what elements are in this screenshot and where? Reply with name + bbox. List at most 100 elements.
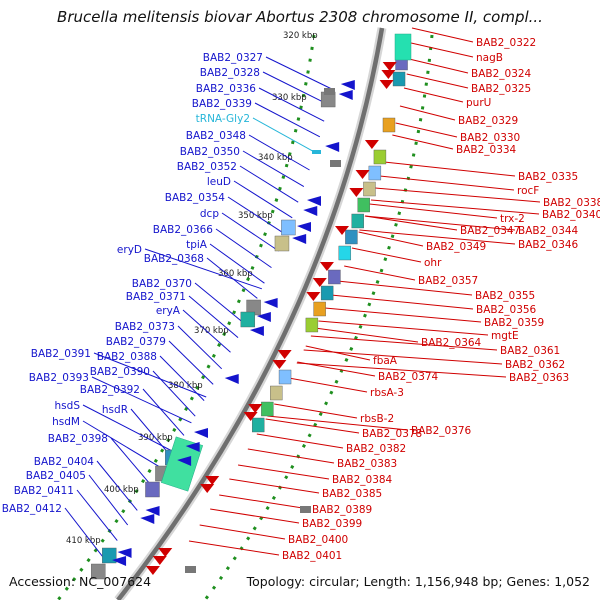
gene-block [261,401,274,417]
gene-label-connector [152,370,196,417]
gene-label-left[interactable]: BAB2_0393 [29,372,89,384]
gene-label-right[interactable]: BAB2_0334 [456,144,517,156]
gene-label-left[interactable]: BAB2_0379 [106,336,166,348]
gene-label-right[interactable]: purU [466,97,491,109]
gene-label-connector [130,408,172,457]
gene-label-left[interactable]: BAB2_0411 [14,485,74,497]
reverse-gene-arrow [249,326,264,336]
gene-label-right[interactable]: rbsA-3 [370,387,404,399]
gene-block [145,481,160,498]
gene-label-left[interactable]: eryD [117,244,142,256]
gene-label-connector [93,352,207,398]
gene-label-right[interactable]: fbaA [373,355,398,367]
gene-label-connector [88,474,129,526]
gene-label-right[interactable]: BAB2_0349 [426,241,486,253]
gene-label-right[interactable]: BAB2_0338 [543,197,600,209]
gene-label-left[interactable]: tpiA [186,239,208,251]
gene-label-connector [110,437,153,488]
gene-label-left[interactable]: hsdM [52,416,80,428]
kbp-tick-label: 350 kbp [238,211,273,221]
gene-label-right[interactable]: BAB2_0330 [460,132,520,144]
gene-label-right[interactable]: BAB2_0357 [418,275,478,287]
gene-label-left[interactable]: hsdS [55,400,81,412]
gene-label-right[interactable]: BAB2_0385 [322,488,382,500]
gene-label-right[interactable]: BAB2_0389 [312,504,372,516]
gene-label-right[interactable]: BAB2_0356 [476,304,537,316]
gene-label-left[interactable]: BAB2_0391 [31,348,91,360]
gene-label-left[interactable]: eryA [156,305,181,317]
gene-block [281,219,296,236]
gene-label-left[interactable]: tRNA-Gly2 [196,113,250,125]
gene-label-right[interactable]: nagB [476,52,503,64]
gene-block [345,229,358,245]
gene-label-left[interactable]: BAB2_0328 [200,67,260,79]
gene-label-connector [247,448,335,464]
gene-label-right[interactable]: BAB2_0359 [484,317,544,329]
gene-label-left[interactable]: BAB2_0366 [153,224,214,236]
gene-label-right[interactable]: BAB2_0376 [411,425,472,437]
gene-label-right[interactable]: BAB2_0361 [500,345,560,357]
gene-block-other [324,88,335,95]
forward-gene-arrow [152,556,167,565]
gene-label-left[interactable]: hsdR [102,404,128,416]
gene-label-left[interactable]: BAB2_0348 [186,130,246,142]
gene-label-left[interactable]: dcp [200,208,219,220]
gene-label-right[interactable]: BAB2_0347 [460,225,520,237]
gene-label-right[interactable]: BAB2_0362 [505,359,565,371]
gene-label-connector [310,335,498,351]
gene-label-left[interactable]: BAB2_0368 [144,253,204,265]
reverse-gene-arrow [177,456,192,466]
gene-label-connector [384,161,516,177]
gene-label-right[interactable]: BAB2_0384 [332,474,393,486]
gene-label-right[interactable]: BAB2_0355 [475,290,535,302]
summary-text: Topology: circular; Length: 1,156,948 bp… [246,574,590,589]
gene-label-right[interactable]: ohr [424,257,442,269]
gene-label-left[interactable]: BAB2_0370 [132,278,192,290]
gene-label-left[interactable]: BAB2_0412 [2,503,62,515]
gene-label-right[interactable]: BAB2_0325 [471,83,531,95]
gene-label-left[interactable]: BAB2_0392 [80,384,140,396]
gene-label-right[interactable]: BAB2_0400 [288,534,348,546]
gene-label-right[interactable]: BAB2_0364 [421,337,482,349]
gene-label-right[interactable]: mgtE [491,330,519,342]
gene-label-right[interactable]: BAB2_0329 [458,115,518,127]
gene-label-left[interactable]: BAB2_0404 [34,456,95,468]
reverse-gene-arrow [145,506,160,516]
gene-label-left[interactable]: BAB2_0390 [90,366,150,378]
gene-label-left[interactable]: BAB2_0327 [203,52,263,64]
gene-label-right[interactable]: BAB2_0363 [509,372,569,384]
gene-label-left[interactable]: BAB2_0398 [48,433,108,445]
gene-label-right[interactable]: BAB2_0340 [542,209,600,221]
gene-label-right[interactable]: trx-2 [500,213,525,225]
gene-label-left[interactable]: BAB2_0339 [192,98,252,110]
gene-label-left[interactable]: BAB2_0350 [180,146,240,158]
gene-label-right[interactable]: BAB2_0324 [471,68,532,80]
reverse-gene-arrow [307,196,322,206]
gene-label-right[interactable]: BAB2_0399 [302,518,362,530]
gene-label-right[interactable]: BAB2_0374 [378,371,439,383]
gene-label-left[interactable]: BAB2_0336 [196,83,257,95]
gene-label-left[interactable]: BAB2_0405 [26,470,86,482]
forward-gene-arrow [364,140,379,149]
gene-label-connector [252,117,316,153]
gene-label-left[interactable]: BAB2_0388 [97,351,157,363]
gene-label-left[interactable]: BAB2_0373 [115,321,175,333]
gene-label-left[interactable]: leuD [207,176,231,188]
gene-label-right[interactable]: BAB2_0383 [337,458,397,470]
gene-label-right[interactable]: BAB2_0378 [362,428,422,440]
kbp-tick-label: 360 kbp [218,269,253,279]
gene-label-right[interactable]: BAB2_0382 [346,443,406,455]
gene-label-right[interactable]: BAB2_0322 [476,37,536,49]
gene-block [338,245,352,261]
gene-label-right[interactable]: BAB2_0346 [518,239,579,251]
gene-label-left[interactable]: BAB2_0371 [126,291,186,303]
gene-label-right[interactable]: rbsB-2 [360,413,394,425]
gene-label-right[interactable]: BAB2_0335 [518,171,578,183]
gene-label-right[interactable]: BAB2_0344 [518,225,579,237]
gene-label-left[interactable]: BAB2_0354 [165,192,226,204]
gene-label-right[interactable]: BAB2_0401 [282,550,342,562]
reverse-gene-arrow [140,514,155,524]
gene-label-left[interactable]: BAB2_0352 [177,161,237,173]
gene-label-right[interactable]: rocF [517,185,539,197]
gene-block [373,149,387,165]
